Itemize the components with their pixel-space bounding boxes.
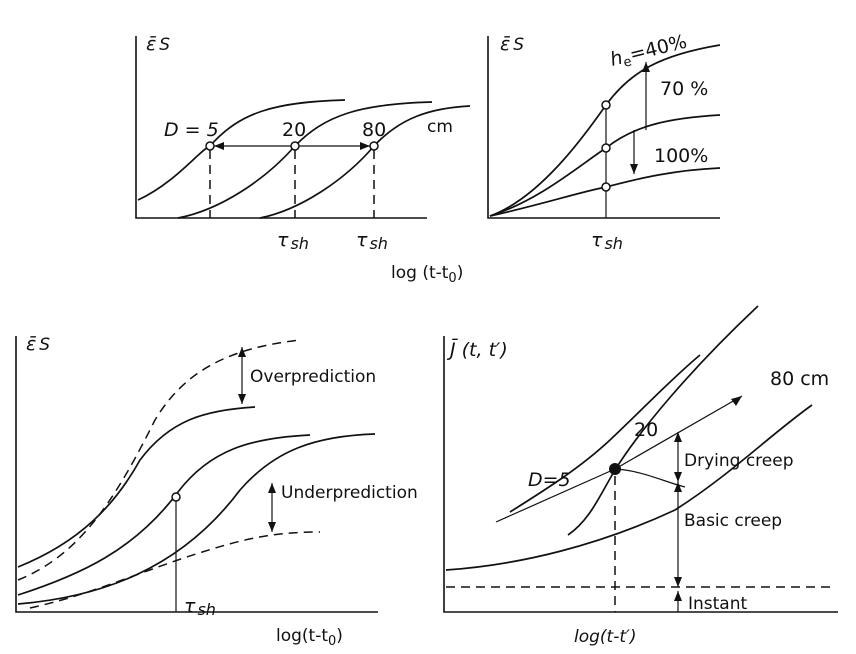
tr-marker-40 bbox=[601, 100, 611, 110]
bl-arrowhead-over-top bbox=[238, 347, 246, 357]
tr-curve-100 bbox=[489, 167, 721, 217]
tl-arrowhead-right bbox=[360, 142, 370, 150]
br-segment-d5 bbox=[495, 468, 616, 523]
tr-ylabel: ε̄ S bbox=[500, 33, 524, 55]
panel-top-left: ε̄ S D = 5 20 80 cm τ sh τ sh bbox=[135, 33, 471, 253]
br-curve-d20 bbox=[567, 305, 759, 536]
tr-axes bbox=[487, 36, 720, 219]
tl-marker-d20 bbox=[290, 141, 300, 151]
bl-label-overprediction: Overprediction bbox=[250, 367, 376, 387]
tl-label-d20: 20 bbox=[282, 119, 306, 141]
bl-dash-lower bbox=[29, 531, 321, 609]
br-label-d20: 20 bbox=[634, 419, 658, 441]
panel-top-right: ε̄ S he=40% 70 % 100% τ sh bbox=[487, 31, 721, 253]
br-arrowhead-basic-bottom bbox=[674, 577, 682, 587]
bl-xlabel: log(t-t0) bbox=[276, 626, 343, 649]
tl-arrowhead-left bbox=[214, 142, 224, 150]
tl-marker-d80 bbox=[369, 141, 379, 151]
tl-label-d80: 80 bbox=[362, 119, 386, 141]
bl-marker bbox=[171, 492, 181, 502]
br-segment-d80 bbox=[614, 468, 686, 488]
br-label-d80: 80 cm bbox=[770, 368, 829, 390]
br-arrowhead-instant bbox=[674, 591, 682, 601]
tr-arrowhead-down bbox=[630, 164, 638, 174]
bl-axes bbox=[15, 336, 378, 613]
bl-arrowhead-under-bottom bbox=[268, 522, 276, 532]
br-label-d5: D=5 bbox=[528, 469, 571, 491]
bl-arrowhead-over-bottom bbox=[238, 394, 246, 404]
br-label-basic: Basic creep bbox=[684, 511, 782, 531]
tr-label-100: 100% bbox=[654, 145, 708, 167]
tr-tau: τ sh bbox=[591, 229, 623, 253]
bl-curve-1 bbox=[17, 406, 256, 568]
bl-label-underprediction: Underprediction bbox=[281, 483, 418, 503]
br-arrowhead-basic-top bbox=[674, 482, 682, 492]
tl-label-unit: cm bbox=[427, 117, 453, 137]
panel-bottom-left: ε̄ S Overprediction Underprediction τ sh l… bbox=[15, 333, 418, 649]
tl-axes bbox=[135, 36, 427, 219]
tr-marker-100 bbox=[601, 182, 611, 192]
tl-label-d5: D = 5 bbox=[164, 119, 219, 141]
br-arrowhead-drying-top bbox=[674, 432, 682, 442]
br-curve-d5 bbox=[509, 354, 701, 513]
bl-curve-3 bbox=[17, 433, 376, 605]
br-curve-d80 bbox=[445, 404, 813, 571]
br-label-drying: Drying creep bbox=[684, 451, 794, 471]
bl-curve-2 bbox=[17, 434, 311, 596]
tl-curve-d5 bbox=[137, 99, 346, 201]
panel-bottom-right: J̄ (t, t′) 80 cm 20 D=5 Drying creep Bas… bbox=[443, 305, 838, 647]
tr-arrowhead-up bbox=[642, 62, 650, 72]
bl-ylabel: ε̄ S bbox=[26, 333, 50, 355]
tr-marker-70 bbox=[601, 143, 611, 153]
br-label-instant: Instant bbox=[688, 594, 748, 614]
tl-tau-1: τ sh bbox=[277, 229, 309, 253]
br-arrowhead-link bbox=[731, 396, 742, 406]
tl-ylabel: ε̄ S bbox=[146, 33, 170, 55]
br-xlabel: log(t-t′) bbox=[574, 627, 637, 647]
bl-dash-upper bbox=[17, 339, 301, 581]
br-axes bbox=[443, 336, 838, 613]
tl-tau-2: τ sh bbox=[356, 229, 388, 253]
br-arrowhead-drying-bottom bbox=[674, 472, 682, 482]
tl-marker-d5 bbox=[205, 141, 215, 151]
tr-label-70: 70 % bbox=[660, 78, 708, 100]
bl-arrowhead-under-top bbox=[268, 483, 276, 493]
shared-xlabel: log (t-t0) bbox=[391, 263, 463, 286]
bl-tau: τ sh bbox=[184, 595, 216, 619]
br-marker bbox=[609, 463, 621, 475]
br-ylabel: J̄ (t, t′) bbox=[446, 337, 508, 361]
